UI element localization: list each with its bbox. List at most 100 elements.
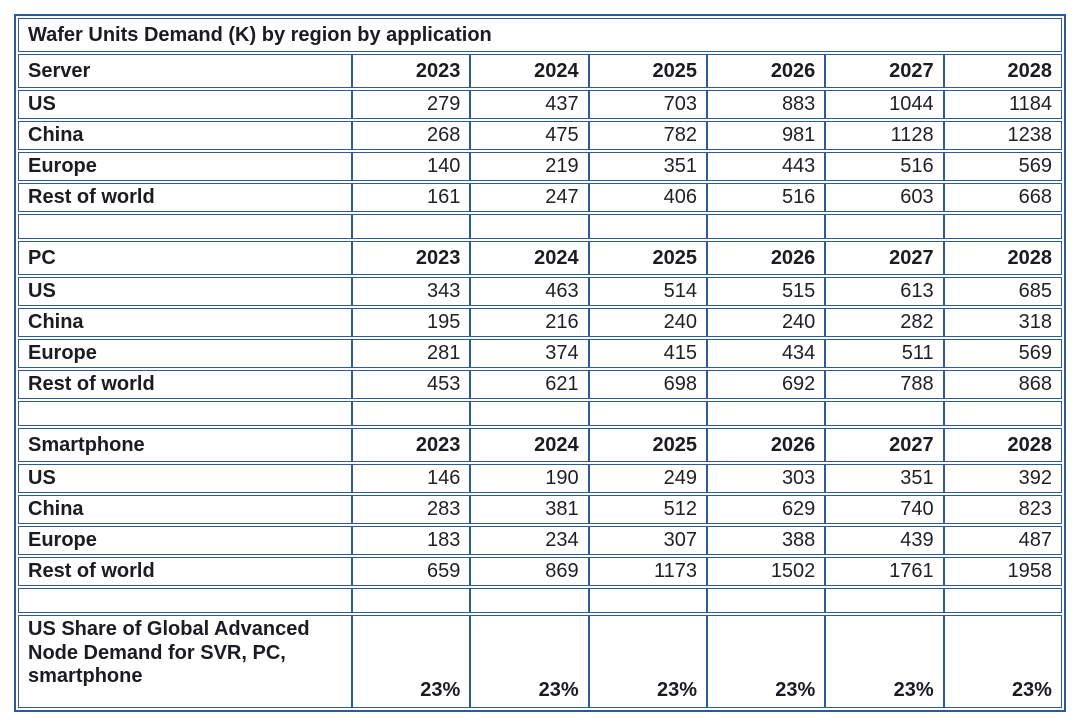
year-header-cell: 2025	[587, 242, 706, 274]
value-cell: 283	[351, 496, 469, 523]
value-cell: 569	[942, 340, 1061, 367]
region-label: US	[28, 467, 56, 489]
value-cell: 1502	[705, 558, 824, 585]
value-cell: 415	[587, 340, 706, 367]
value-cell: 698	[587, 371, 706, 398]
section-name: Smartphone	[28, 433, 145, 456]
value-cell: 453	[351, 371, 469, 398]
value-cell: 621	[469, 371, 587, 398]
year-header-cell: 2024	[469, 55, 587, 87]
value-cell: 240	[587, 309, 706, 336]
value-cell: 668	[942, 184, 1061, 211]
table-row: US 343 463 514 515 613 685	[18, 277, 1062, 306]
year-header-cell: 2028	[942, 429, 1061, 461]
year-header-cell: 2028	[942, 55, 1061, 87]
empty-value-cell	[824, 402, 942, 425]
region-label: China	[28, 311, 84, 333]
table-row: Europe 183 234 307 388 439 487	[18, 526, 1062, 555]
empty-value-cell	[942, 402, 1061, 425]
region-label: Europe	[28, 529, 97, 551]
year-header-cell: 2026	[705, 429, 824, 461]
value-cell: 883	[705, 91, 824, 118]
region-label: US	[28, 93, 56, 115]
year-header-cell: 2028	[942, 242, 1061, 274]
empty-value-cell	[942, 589, 1061, 612]
value-cell: 195	[351, 309, 469, 336]
year-header-cell: 2025	[587, 55, 706, 87]
year-header-cell: 2023	[351, 429, 469, 461]
value-cell: 740	[824, 496, 942, 523]
empty-value-cell	[469, 589, 587, 612]
empty-value-cell	[469, 402, 587, 425]
table-title: Wafer Units Demand (K) by region by appl…	[28, 23, 492, 46]
year-header-cell: 2024	[469, 242, 587, 274]
empty-value-cell	[705, 215, 824, 238]
region-label: Europe	[28, 342, 97, 364]
empty-value-cell	[351, 402, 469, 425]
table-row: US 279 437 703 883 1044 1184	[18, 90, 1062, 119]
value-cell: 868	[942, 371, 1061, 398]
value-cell: 434	[705, 340, 824, 367]
empty-value-cell	[705, 402, 824, 425]
value-cell: 374	[469, 340, 587, 367]
value-cell: 788	[824, 371, 942, 398]
value-cell: 703	[587, 91, 706, 118]
empty-value-cell	[824, 589, 942, 612]
value-cell: 406	[587, 184, 706, 211]
year-header-cell: 2024	[469, 429, 587, 461]
region-label: Rest of world	[28, 186, 155, 208]
summary-value-cell: 23%	[351, 616, 469, 707]
region-label: US	[28, 280, 56, 302]
value-cell: 1958	[942, 558, 1061, 585]
value-cell: 282	[824, 309, 942, 336]
year-header-cell: 2027	[824, 429, 942, 461]
value-cell: 1238	[942, 122, 1061, 149]
value-cell: 1173	[587, 558, 706, 585]
summary-value-cell: 23%	[587, 616, 706, 707]
table-row: China 195 216 240 240 282 318	[18, 308, 1062, 337]
value-cell: 307	[587, 527, 706, 554]
value-cell: 303	[705, 465, 824, 492]
table-title-row: Wafer Units Demand (K) by region by appl…	[18, 18, 1062, 52]
empty-label-cell	[19, 589, 351, 612]
section-header-row: Server 2023 2024 2025 2026 2027 2028	[18, 54, 1062, 88]
value-cell: 140	[351, 153, 469, 180]
year-header-cell: 2026	[705, 55, 824, 87]
value-cell: 388	[705, 527, 824, 554]
value-cell: 659	[351, 558, 469, 585]
empty-value-cell	[587, 215, 706, 238]
value-cell: 514	[587, 278, 706, 305]
summary-value-cell: 23%	[942, 616, 1061, 707]
year-header-cell: 2027	[824, 55, 942, 87]
value-cell: 823	[942, 496, 1061, 523]
value-cell: 512	[587, 496, 706, 523]
value-cell: 234	[469, 527, 587, 554]
value-cell: 511	[824, 340, 942, 367]
summary-value-cell: 23%	[705, 616, 824, 707]
value-cell: 475	[469, 122, 587, 149]
value-cell: 247	[469, 184, 587, 211]
value-cell: 381	[469, 496, 587, 523]
spacer-row	[18, 401, 1062, 426]
value-cell: 981	[705, 122, 824, 149]
value-cell: 216	[469, 309, 587, 336]
table-row: China 268 475 782 981 1128 1238	[18, 121, 1062, 150]
value-cell: 219	[469, 153, 587, 180]
value-cell: 439	[824, 527, 942, 554]
value-cell: 443	[705, 153, 824, 180]
value-cell: 318	[942, 309, 1061, 336]
value-cell: 190	[469, 465, 587, 492]
year-header-cell: 2023	[351, 55, 469, 87]
summary-value-cell: 23%	[824, 616, 942, 707]
value-cell: 351	[824, 465, 942, 492]
value-cell: 268	[351, 122, 469, 149]
empty-value-cell	[705, 589, 824, 612]
value-cell: 1761	[824, 558, 942, 585]
value-cell: 569	[942, 153, 1061, 180]
summary-value-cell: 23%	[469, 616, 587, 707]
value-cell: 487	[942, 527, 1061, 554]
year-header-cell: 2025	[587, 429, 706, 461]
section-header-row: PC 2023 2024 2025 2026 2027 2028	[18, 241, 1062, 275]
region-label: Rest of world	[28, 373, 155, 395]
